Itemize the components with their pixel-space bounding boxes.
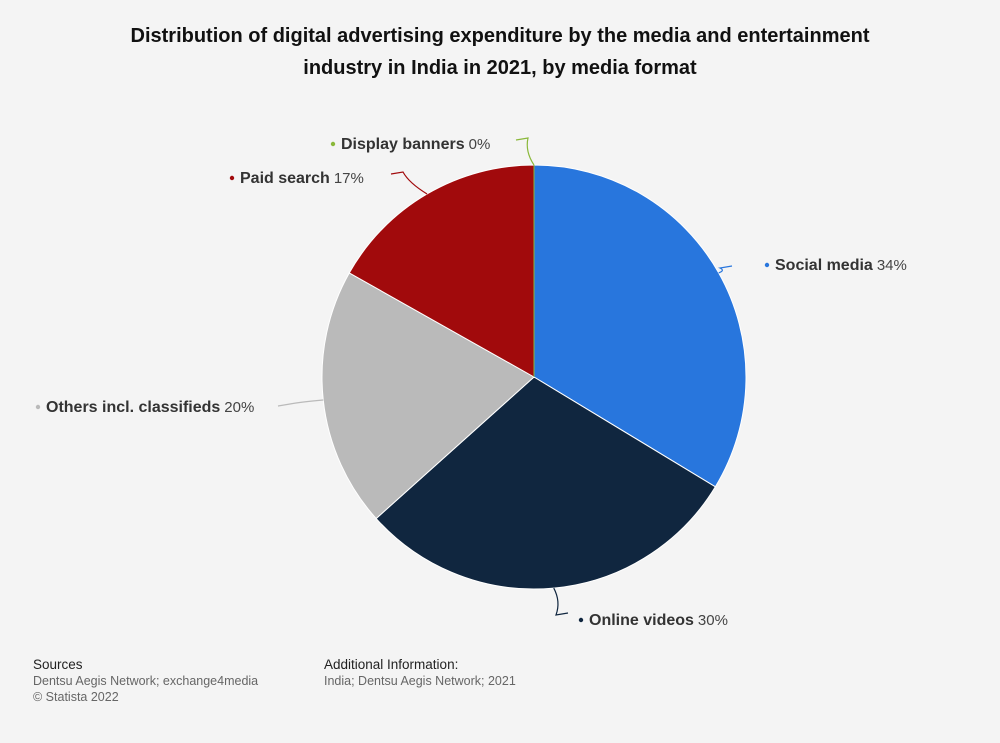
slice-paid-search[interactable]	[348, 164, 535, 378]
leader-online-videos	[553, 587, 569, 616]
legend-dot-paid-search	[229, 175, 235, 181]
legend-dot-social-media	[764, 262, 770, 268]
leader-paid-search	[390, 171, 428, 195]
legend-dot-online-videos	[578, 617, 584, 623]
additional-info-block: Additional Information: India; Dentsu Ae…	[324, 657, 516, 689]
slice-labels: Social media 34% Online videos 30% Others in…	[35, 136, 907, 629]
legend-dot-display-banners	[330, 141, 336, 147]
slice-online-videos[interactable]	[375, 376, 717, 590]
leader-lines	[277, 137, 733, 616]
label-value-online-videos: 30%	[698, 612, 728, 629]
label-name-social-media: Social media	[775, 257, 873, 274]
copyright-text: © Statista 2022	[33, 690, 119, 704]
label-display-banners: Display banners 0%	[341, 136, 490, 153]
chart-title: Distribution of digital advertising expe…	[130, 25, 870, 79]
label-online-videos: Online videos 30%	[589, 612, 728, 629]
sources-block: Sources Dentsu Aegis Network; exchange4m…	[33, 657, 258, 705]
label-paid-search: Paid search 17%	[240, 170, 364, 187]
legend-dot-others-incl-classifieds	[35, 404, 41, 410]
label-name-display-banners: Display banners	[341, 136, 465, 153]
additional-info-text: India; Dentsu Aegis Network; 2021	[324, 674, 516, 688]
label-social-media: Social media 34%	[775, 257, 907, 274]
leader-others-incl-classifieds	[277, 399, 324, 407]
label-value-display-banners: 0%	[469, 136, 491, 153]
additional-info-heading[interactable]: Additional Information:	[324, 657, 459, 672]
label-value-others-incl-classifieds: 20%	[224, 399, 254, 416]
leader-social-media	[717, 265, 733, 274]
label-value-social-media: 34%	[877, 257, 907, 274]
sources-text: Dentsu Aegis Network; exchange4media	[33, 674, 259, 688]
slice-social-media[interactable]	[533, 164, 747, 488]
label-name-others-incl-classifieds: Others incl. classifieds	[46, 399, 220, 416]
label-others-incl-classifieds: Others incl. classifieds 20%	[46, 399, 254, 416]
label-name-online-videos: Online videos	[589, 612, 694, 629]
label-value-paid-search: 17%	[334, 170, 364, 187]
leader-display-banners	[515, 137, 535, 166]
pie-slices	[321, 164, 747, 590]
label-name-paid-search: Paid search	[240, 170, 330, 187]
sources-heading[interactable]: Sources	[33, 657, 83, 672]
